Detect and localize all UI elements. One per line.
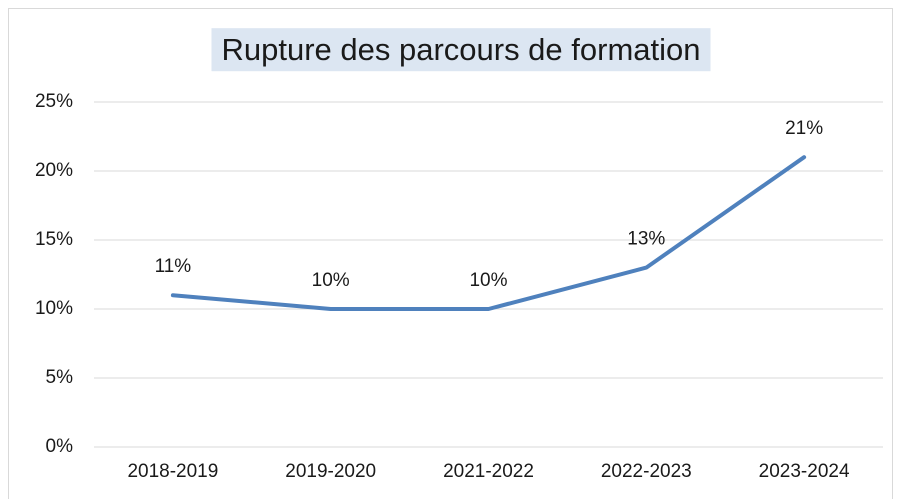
data-label: 10% [312,270,350,291]
y-tick-label: 20% [35,160,73,181]
x-tick-label: 2021-2022 [443,461,534,482]
data-label: 13% [627,229,665,250]
chart-border [8,8,893,499]
data-line [170,155,807,311]
title-background [211,28,711,72]
data-label: 11% [155,256,192,277]
data-label: 21% [785,118,823,139]
x-tick-label: 2023-2024 [759,461,850,482]
x-tick-label: 2022-2023 [601,461,692,482]
x-tick-label: 2019-2020 [285,461,376,482]
y-tick-label: 0% [46,436,74,457]
y-tick-label: 15% [35,229,73,250]
x-tick-label: 2018-2019 [127,461,218,482]
data-label: 10% [469,270,507,291]
chart-title: Rupture des parcours de formation [221,32,700,67]
y-tick-label: 5% [46,367,74,388]
y-tick-label: 25% [35,91,73,112]
y-tick-label: 10% [35,298,73,319]
